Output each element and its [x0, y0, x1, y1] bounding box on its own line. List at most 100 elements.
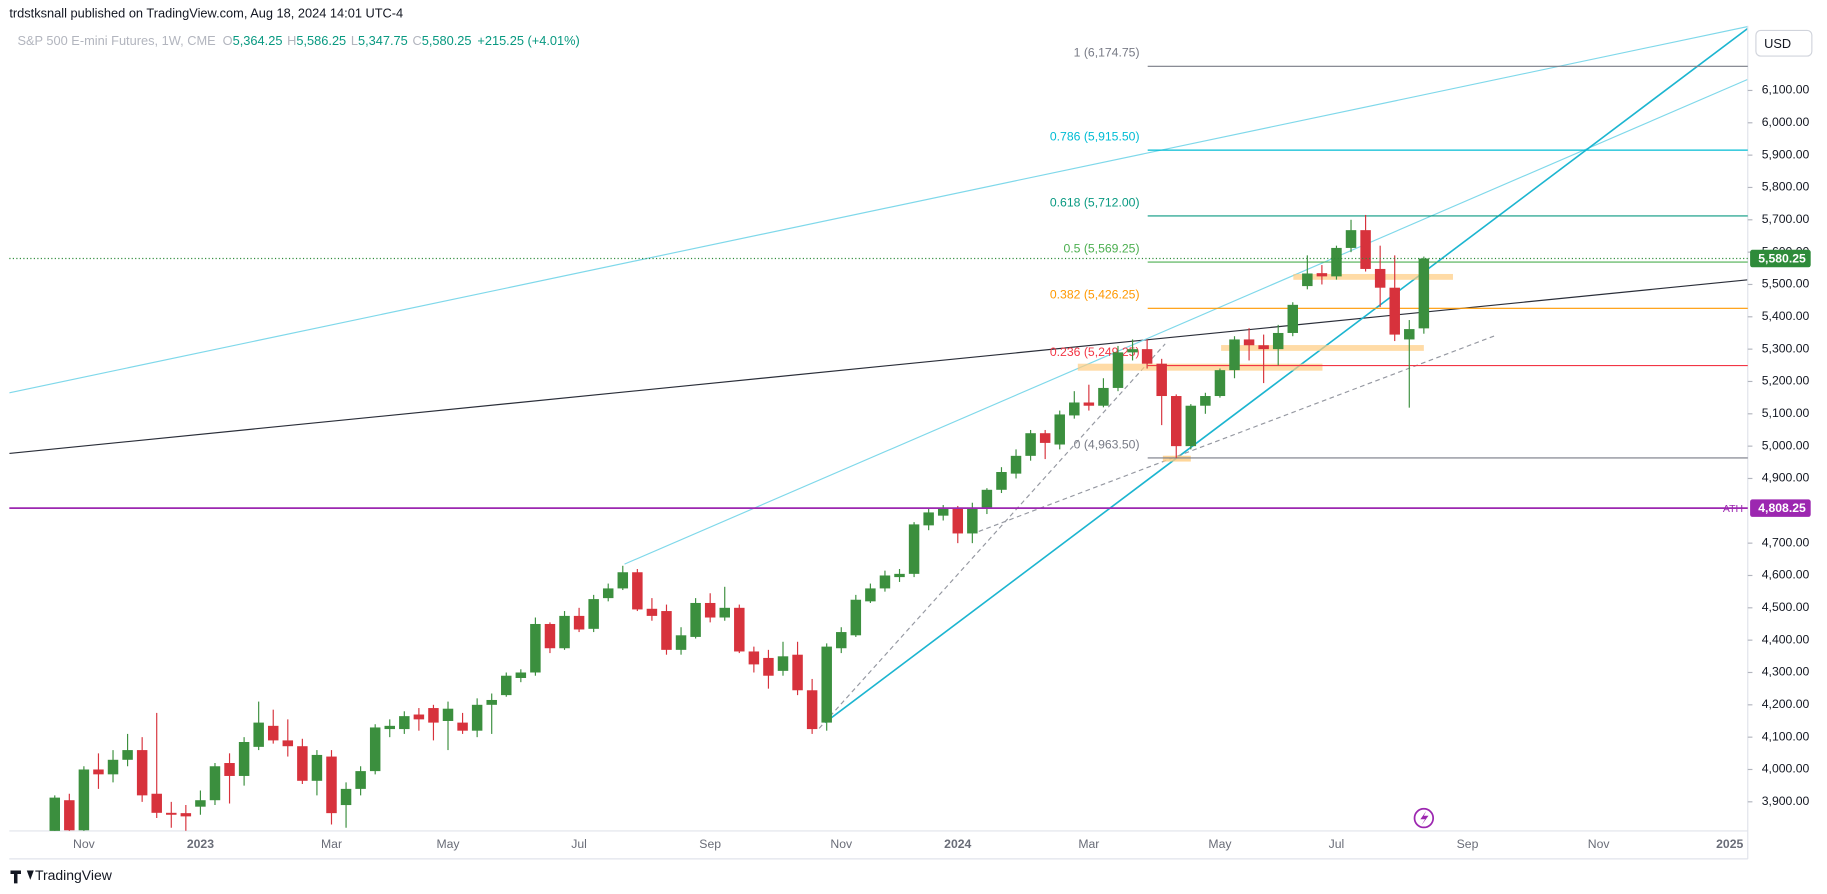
- fib-label: 0.5 (5,569.25): [1063, 241, 1139, 255]
- x-tick-label: Sep: [1457, 837, 1479, 851]
- y-tick-label: 5,800.00: [1762, 180, 1810, 194]
- candle-body: [559, 615, 570, 649]
- y-tick-label: 4,500.00: [1762, 600, 1810, 614]
- x-tick-label: Mar: [321, 837, 342, 851]
- candle-body: [78, 769, 90, 831]
- candle-body: [166, 812, 177, 815]
- candle-body: [792, 654, 803, 691]
- currency-button[interactable]: [1755, 29, 1813, 57]
- fib-label: 0.618 (5,712.00): [1050, 195, 1140, 209]
- x-tick-label: Sep: [699, 837, 721, 851]
- candle-body: [1418, 258, 1430, 329]
- x-tick-label: 2024: [944, 837, 971, 851]
- event-icon-bolt: [1420, 811, 1429, 826]
- candle-body: [1316, 273, 1328, 277]
- candle-body: [384, 725, 395, 730]
- x-tick-label: Nov: [73, 837, 96, 851]
- candle-body: [981, 489, 993, 509]
- y-tick-label: 5,500.00: [1762, 277, 1810, 291]
- candle-body: [515, 672, 527, 678]
- candle-body: [1025, 433, 1036, 456]
- y-tick-label: 5,200.00: [1762, 374, 1810, 388]
- y-tick-label: 6,100.00: [1762, 83, 1810, 97]
- currency[interactable]: USD: [1764, 36, 1791, 51]
- candle-body: [675, 635, 687, 650]
- candle-body: [1112, 352, 1124, 388]
- price-tag: [1750, 249, 1811, 268]
- x-tick-label: 2025: [1716, 837, 1743, 851]
- brand: TradingView: [35, 867, 113, 883]
- candle-body: [806, 690, 818, 730]
- legend-symbol: S&P 500 E-mini Futures, 1W, CME: [17, 33, 215, 48]
- candle-body: [632, 572, 643, 610]
- candle-body: [224, 763, 235, 776]
- x-tick-label: Mar: [1078, 837, 1099, 851]
- candle-body: [1214, 370, 1226, 397]
- legend-key: L: [351, 33, 358, 48]
- candle-body: [1127, 349, 1138, 353]
- candle-body: [690, 602, 701, 637]
- candle-body: [588, 599, 599, 629]
- trend-line: [9, 25, 1748, 394]
- y-tick-label: 5,900.00: [1762, 147, 1810, 161]
- candle-body: [937, 508, 949, 516]
- y-tick-label: 6,000.00: [1762, 115, 1810, 129]
- candle-body: [1156, 363, 1167, 397]
- y-tick-label: 4,700.00: [1762, 535, 1810, 549]
- candle-body: [486, 699, 497, 705]
- candle-body: [253, 722, 264, 747]
- candle-body: [530, 623, 541, 673]
- candle-body: [1083, 402, 1095, 406]
- candle-body: [501, 675, 512, 696]
- candle-body: [544, 623, 556, 649]
- y-tick-label: 4,000.00: [1762, 762, 1810, 776]
- legend-change: +215.25 (+4.01%): [477, 33, 579, 48]
- legend-value: 5,364.25: [233, 33, 283, 48]
- candles: [49, 214, 1430, 831]
- candle-body: [151, 793, 162, 813]
- candle-body: [894, 573, 905, 578]
- y-tick-label: 4,300.00: [1762, 665, 1810, 679]
- legend: S&P 500 E-mini Futures, 1W, CME O5,364.25…: [17, 33, 579, 48]
- y-tick-label: 4,100.00: [1762, 729, 1810, 743]
- candle-body: [1141, 349, 1153, 364]
- price-tag: [1750, 499, 1811, 517]
- candle-body: [1287, 304, 1299, 333]
- candle-body: [326, 756, 337, 814]
- candle-body: [1331, 247, 1342, 277]
- candle-body: [340, 788, 352, 806]
- price-tag-label: 5,580.25: [1758, 251, 1806, 265]
- candle-body: [865, 588, 876, 602]
- candle-body: [355, 771, 366, 789]
- event-icon[interactable]: [1413, 807, 1435, 829]
- candle-body: [1054, 414, 1065, 445]
- candle-body: [836, 632, 847, 649]
- candle-body: [908, 524, 920, 574]
- legend-key: C: [412, 33, 421, 48]
- fib-label: 1 (6,174.75): [1074, 46, 1140, 60]
- y-tick-label: 4,900.00: [1762, 471, 1810, 485]
- y-tick-label: 4,400.00: [1762, 632, 1810, 646]
- candle-body: [821, 646, 832, 723]
- candle-body: [967, 507, 978, 534]
- candle-body: [399, 716, 410, 730]
- y-tick-label: 4,200.00: [1762, 697, 1810, 711]
- y-tick-label: 4,600.00: [1762, 568, 1810, 582]
- x-tick-label: May: [1208, 837, 1232, 851]
- legend-key: H: [287, 33, 296, 48]
- candle-body: [311, 754, 323, 781]
- candle-body: [195, 800, 206, 807]
- fib-label: 0.236 (5,249.25): [1050, 345, 1140, 359]
- candle-body: [471, 704, 483, 731]
- zone: [1221, 345, 1424, 351]
- candle-body: [1272, 332, 1284, 350]
- x-tick-label: Jul: [571, 837, 587, 851]
- y-tick-label: 5,700.00: [1762, 212, 1810, 226]
- trend-line: [624, 78, 1748, 565]
- x-tick-label: Nov: [830, 837, 853, 851]
- candle-body: [923, 512, 934, 526]
- candle-body: [442, 708, 454, 721]
- candle-body: [777, 656, 789, 671]
